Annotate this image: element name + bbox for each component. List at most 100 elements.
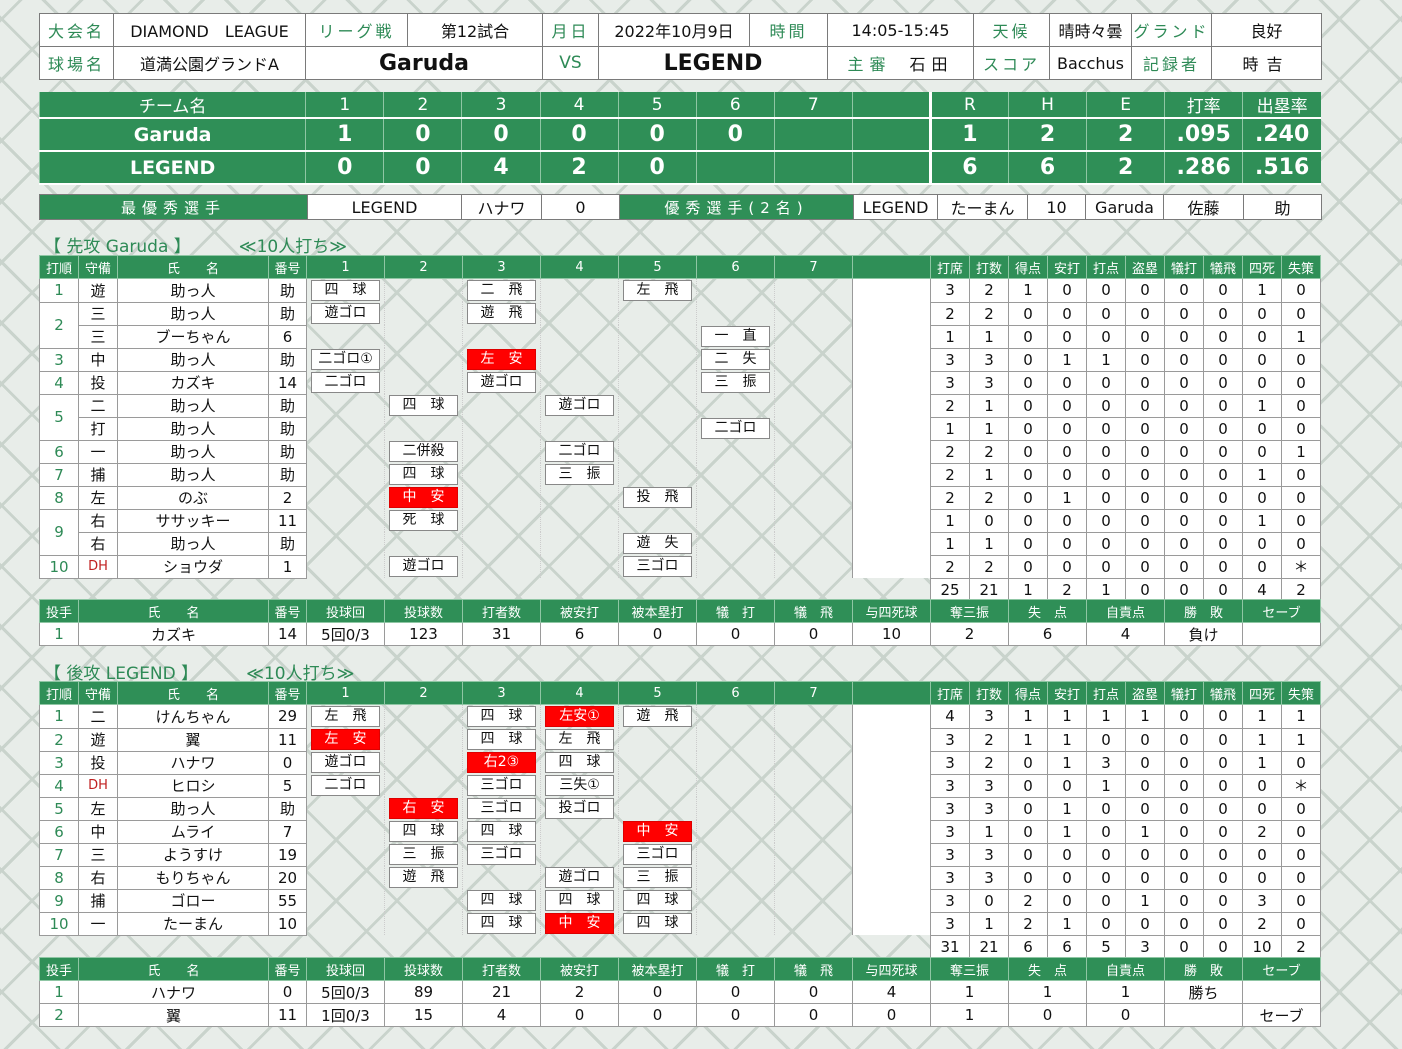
batting-header-cell: 5 bbox=[618, 255, 697, 279]
batting-header-cell: 氏 名 bbox=[117, 681, 269, 705]
pitching-header-cell: 被本塁打 bbox=[618, 599, 697, 623]
batting-stat: 0 bbox=[1008, 865, 1048, 890]
batting-stat: 2 bbox=[969, 750, 1009, 775]
plate-appearance: 遊ゴロ bbox=[467, 372, 536, 393]
pitching-cell: 0 bbox=[268, 980, 307, 1004]
batting-stat: 1 bbox=[930, 508, 970, 533]
linescore-cell: 2 bbox=[1086, 151, 1165, 185]
batting-stat: 0 bbox=[1281, 393, 1321, 418]
inning-cell bbox=[696, 555, 775, 578]
fielding-position: 投 bbox=[78, 750, 118, 775]
pitching-header-cell: 勝 敗 bbox=[1164, 599, 1243, 623]
inning-cell bbox=[774, 532, 853, 555]
batting-header-cell bbox=[852, 255, 931, 279]
inning-cell bbox=[774, 774, 853, 797]
gap-cell bbox=[852, 325, 931, 348]
fielding-position: 右 bbox=[78, 531, 118, 556]
batting-stat: 1 bbox=[1242, 750, 1282, 775]
pitching-cell: 0 bbox=[696, 622, 775, 646]
player-name: のぶ bbox=[117, 485, 269, 510]
inning-cell bbox=[618, 348, 697, 371]
batting-stat: 0 bbox=[1008, 416, 1048, 441]
fielding-position: 三 bbox=[78, 324, 118, 349]
ex2-player: 佐藤 bbox=[1163, 194, 1244, 220]
inning-cell: 四 球 bbox=[384, 463, 463, 486]
linescore-cell: 0 bbox=[383, 118, 462, 152]
batting-header-cell: 打席 bbox=[930, 255, 970, 279]
plate-appearance: 遊ゴロ bbox=[545, 867, 614, 888]
batting-header-cell: 2 bbox=[384, 255, 463, 279]
pitching-header-cell: 与四死球 bbox=[852, 957, 931, 981]
fielding-position: 中 bbox=[78, 819, 118, 844]
batting-stat: 1 bbox=[1242, 393, 1282, 418]
uniform-number: 19 bbox=[268, 842, 307, 867]
batting-order: 8 bbox=[39, 865, 79, 890]
batting-total: 25 bbox=[930, 577, 970, 602]
umpire-cell: 主審 石田 bbox=[827, 46, 974, 80]
batter-row: 6 一助っ人助二併殺 二ゴロ 2 2 0 0 0 0 0 0 0 1 bbox=[39, 439, 1321, 464]
inning-cell bbox=[306, 394, 385, 417]
blank-cell bbox=[79, 578, 118, 601]
batting-stat: 0 bbox=[1242, 439, 1282, 464]
batting-stat: 0 bbox=[1242, 554, 1282, 579]
batting-stat: 1 bbox=[969, 416, 1009, 441]
batting-header-cell: 6 bbox=[696, 255, 775, 279]
batting-stat: 0 bbox=[1086, 888, 1126, 913]
inning-cell: 二ゴロ① bbox=[306, 348, 385, 371]
plate-appearance: 三失① bbox=[545, 775, 614, 796]
batting-stat: 0 bbox=[1086, 439, 1126, 464]
inning-cell bbox=[774, 509, 853, 532]
batting-order: 5 bbox=[39, 796, 79, 821]
blank-cell bbox=[269, 578, 307, 601]
batting-stat: 0 bbox=[1164, 750, 1204, 775]
linescore-team-row: LEGEND 0 0 4 2 0 6 6 2.286.516 bbox=[38, 151, 1321, 185]
pitching-header-cell: 犠 打 bbox=[696, 599, 775, 623]
line-score: チーム名 1 2 3 4 5 6 7 R H E 打率 出塁率 Garuda 1 0 0 0 0 0 1 2 2.095.2… bbox=[38, 92, 1321, 185]
batting-stat: 0 bbox=[1008, 508, 1048, 533]
batting-stat: 1 bbox=[1281, 439, 1321, 464]
batting-stat: 0 bbox=[1008, 485, 1048, 510]
uniform-number: 助 bbox=[268, 347, 307, 372]
blank-cell bbox=[269, 935, 307, 958]
pitching-cell: 0 bbox=[618, 980, 697, 1004]
batting-stat: 0 bbox=[1086, 278, 1126, 303]
venue-name: 道満公園グランドA bbox=[113, 46, 306, 80]
batting-stat: 0 bbox=[1086, 393, 1126, 418]
batting-stat: 1 bbox=[969, 911, 1009, 936]
inning-cell bbox=[306, 797, 385, 820]
inning-cell bbox=[462, 509, 541, 532]
batting-stat: 0 bbox=[1203, 704, 1243, 729]
pitching-header-cell: 失 点 bbox=[1008, 957, 1087, 981]
fielding-position: 二 bbox=[78, 704, 118, 729]
batter-row: 10 DH ショウダ 1 遊ゴロ 三ゴロ 2 2 0 0 0 0 0 0 0 ＊ bbox=[39, 554, 1321, 579]
weather-label: 天候 bbox=[973, 13, 1050, 47]
batting-header-cell: 失策 bbox=[1281, 255, 1321, 279]
inning-cell bbox=[540, 820, 619, 843]
plate-appearance: 左 安 bbox=[467, 349, 536, 370]
batting-header-cell: 番号 bbox=[268, 681, 307, 705]
plate-appearance: 四 球 bbox=[389, 395, 458, 416]
gap-cell bbox=[852, 302, 931, 325]
batting-stat: 3 bbox=[930, 819, 970, 844]
inning-cell: 一 直 bbox=[696, 325, 775, 348]
inning-cell bbox=[384, 302, 463, 325]
batting-header-cell: 失策 bbox=[1281, 681, 1321, 705]
batting-stat: 2 bbox=[1008, 888, 1048, 913]
batting-stat: 0 bbox=[1242, 842, 1282, 867]
pitching-cell: 1 bbox=[1008, 980, 1087, 1004]
batting-stat: 1 bbox=[1008, 704, 1048, 729]
inning-cell bbox=[696, 440, 775, 463]
inning-cell: 四 球 bbox=[618, 889, 697, 912]
pitching-cell: 1 bbox=[39, 622, 79, 646]
pitching-cell: 0 bbox=[618, 622, 697, 646]
pitching-cell: 11 bbox=[268, 1003, 307, 1027]
inning-cell bbox=[384, 348, 463, 371]
batter-row: 4 DH ヒロシ 5 二ゴロ 三ゴロ 三失① 3 3 0 0 1 0 0 0 0 ＊ bbox=[39, 773, 1321, 798]
batting-stat: 0 bbox=[1047, 278, 1087, 303]
batting-stat: 0 bbox=[1086, 842, 1126, 867]
